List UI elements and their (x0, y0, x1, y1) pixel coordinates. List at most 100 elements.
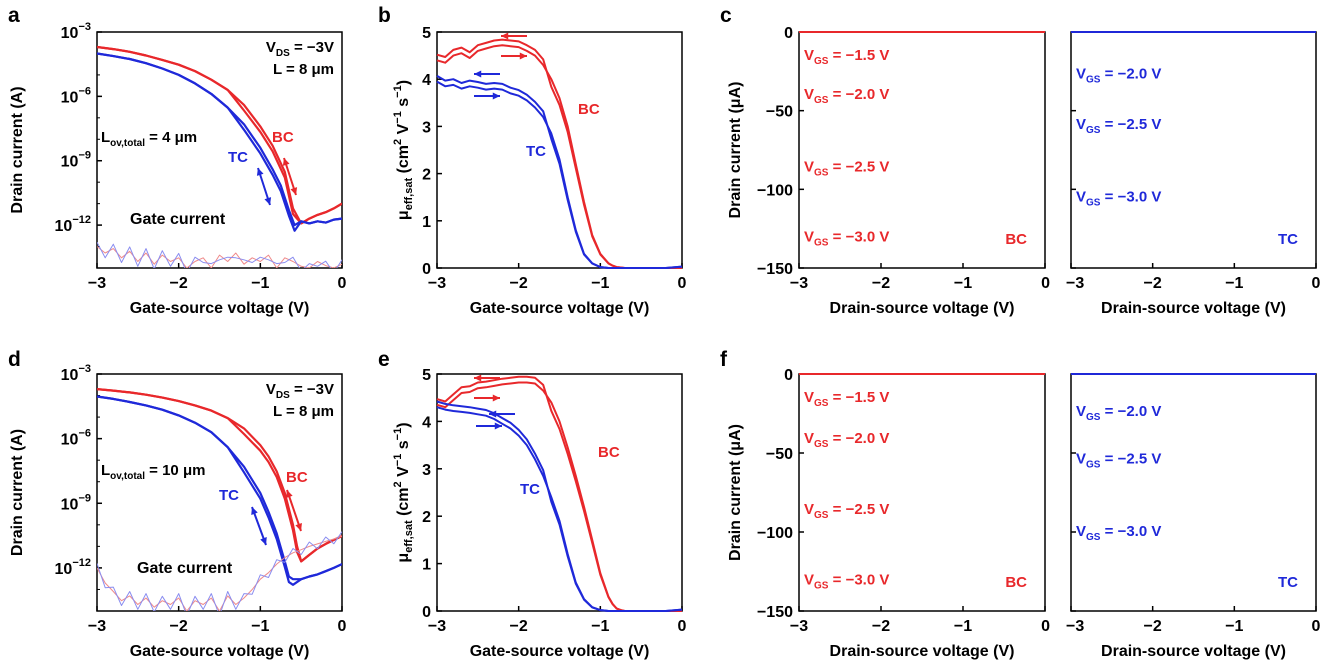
bc-label: BC (598, 444, 620, 461)
arrowhead (260, 537, 267, 545)
arrowhead (494, 422, 502, 430)
text-part: = (1100, 116, 1117, 133)
text-part: −3.0 V (1118, 523, 1162, 540)
text-part: −9 (78, 492, 91, 504)
text-part: −3.0 V (846, 228, 890, 245)
arrowhead (492, 394, 500, 402)
text-part: −12 (72, 214, 91, 226)
text-part: V (804, 159, 814, 176)
device-label: BC (1005, 574, 1027, 591)
arrowhead (489, 410, 497, 418)
text-part: = (828, 389, 845, 406)
text-part: −2.5 V (1118, 116, 1162, 133)
vgs-label: VGS = −3.0 V (804, 571, 889, 591)
vgs-label: VGS = −2.5 V (804, 159, 889, 179)
x-tick-label: −2 (1144, 618, 1162, 635)
y-tick-label: 2 (422, 509, 431, 526)
text-part: −2.5 V (1118, 451, 1162, 468)
text-part: −2.0 V (846, 430, 890, 447)
text-part: V (1076, 451, 1086, 468)
arrowhead (519, 52, 527, 60)
text-part: −3 (78, 363, 91, 375)
arrowhead (295, 523, 302, 531)
x-tick-label: −1 (954, 275, 972, 292)
tc-label: TC (526, 143, 546, 160)
bc-label: BC (578, 101, 600, 118)
x-tick-label: −3 (428, 618, 446, 635)
text-part: V (395, 466, 412, 481)
x-axis-label: Gate-source voltage (V) (470, 300, 650, 317)
text-part: = 4 μm (145, 129, 197, 146)
panel-label: d (8, 348, 21, 371)
text-part: −1 (392, 85, 404, 98)
text-part: ) (395, 80, 412, 85)
y-tick-label: −150 (757, 604, 793, 621)
text-part: V (1076, 116, 1086, 133)
text-part: L (101, 129, 110, 146)
x-tick-label: 0 (678, 618, 687, 635)
text-part: 10 (55, 561, 73, 578)
x-tick-label: −2 (872, 275, 890, 292)
text-part: = (828, 47, 845, 64)
channel-length-annotation: L = 8 μm (273, 403, 334, 420)
text-part: = −3V (290, 39, 334, 56)
x-tick-label: −1 (591, 275, 609, 292)
text-part: −6 (78, 428, 91, 440)
y-tick-label: 1 (422, 214, 431, 231)
x-axis-label: Gate-source voltage (V) (470, 643, 650, 660)
text-part: (cm (395, 487, 412, 520)
vgs-label: VGS = −2.0 V (1076, 403, 1161, 423)
series-tc-line-reverse (436, 400, 683, 612)
vgs-label: VGS = −3.0 V (1076, 188, 1161, 208)
text-part: V (395, 123, 412, 138)
series-tc-line (436, 406, 683, 612)
series-bc-line-reverse (436, 38, 682, 269)
gate-current-label: Gate current (137, 560, 233, 577)
text-part: = −3V (290, 381, 334, 398)
y-tick-label: 5 (422, 367, 431, 384)
y-tick-label: 10−6 (61, 428, 91, 449)
text-part: L (101, 462, 110, 479)
text-part: = (828, 228, 845, 245)
text-part: = (828, 86, 845, 103)
text-part: 10 (61, 367, 79, 384)
x-tick-label: −1 (591, 618, 609, 635)
device-label: TC (1278, 574, 1298, 591)
text-part: = (828, 571, 845, 588)
gate-current-label: Gate current (130, 211, 226, 228)
x-axis-label: Drain-source voltage (V) (1101, 300, 1286, 317)
x-axis-label: Gate-source voltage (V) (130, 300, 310, 317)
text-part: V (804, 389, 814, 406)
arrowhead (474, 70, 482, 78)
text-part: −3.0 V (1118, 188, 1162, 205)
y-tick-label: 1 (422, 557, 431, 574)
x-tick-label: −3 (790, 275, 808, 292)
series-bc-line-reverse (97, 388, 342, 563)
x-tick-label: 0 (678, 275, 687, 292)
gate-current-line-bc (97, 246, 342, 268)
text-part: GS (814, 56, 829, 67)
panel-label: b (378, 4, 391, 27)
gate-current-line-bc (97, 535, 342, 611)
x-tick-label: −1 (1225, 618, 1243, 635)
text-part: = 10 μm (145, 462, 205, 479)
text-part: V (266, 39, 276, 56)
x-tick-label: −1 (251, 275, 269, 292)
y-tick-label: 2 (422, 167, 431, 184)
series-tc-line-reverse (97, 395, 342, 586)
vgs-label: VGS = −2.5 V (1076, 116, 1161, 136)
arrowhead (256, 168, 264, 176)
text-part: μ (395, 210, 412, 220)
panel-label: c (720, 4, 732, 27)
bc-label: BC (272, 129, 294, 146)
text-part: 10 (61, 432, 79, 449)
y-tick-label: 3 (422, 119, 431, 136)
series-tc-line-reverse (436, 75, 683, 269)
text-part: GS (814, 510, 829, 521)
x-tick-label: −1 (1225, 275, 1243, 292)
y-tick-label: 10−3 (61, 21, 91, 42)
gate-current-line-tc (97, 241, 342, 268)
y-tick-label: 10−9 (61, 492, 91, 513)
